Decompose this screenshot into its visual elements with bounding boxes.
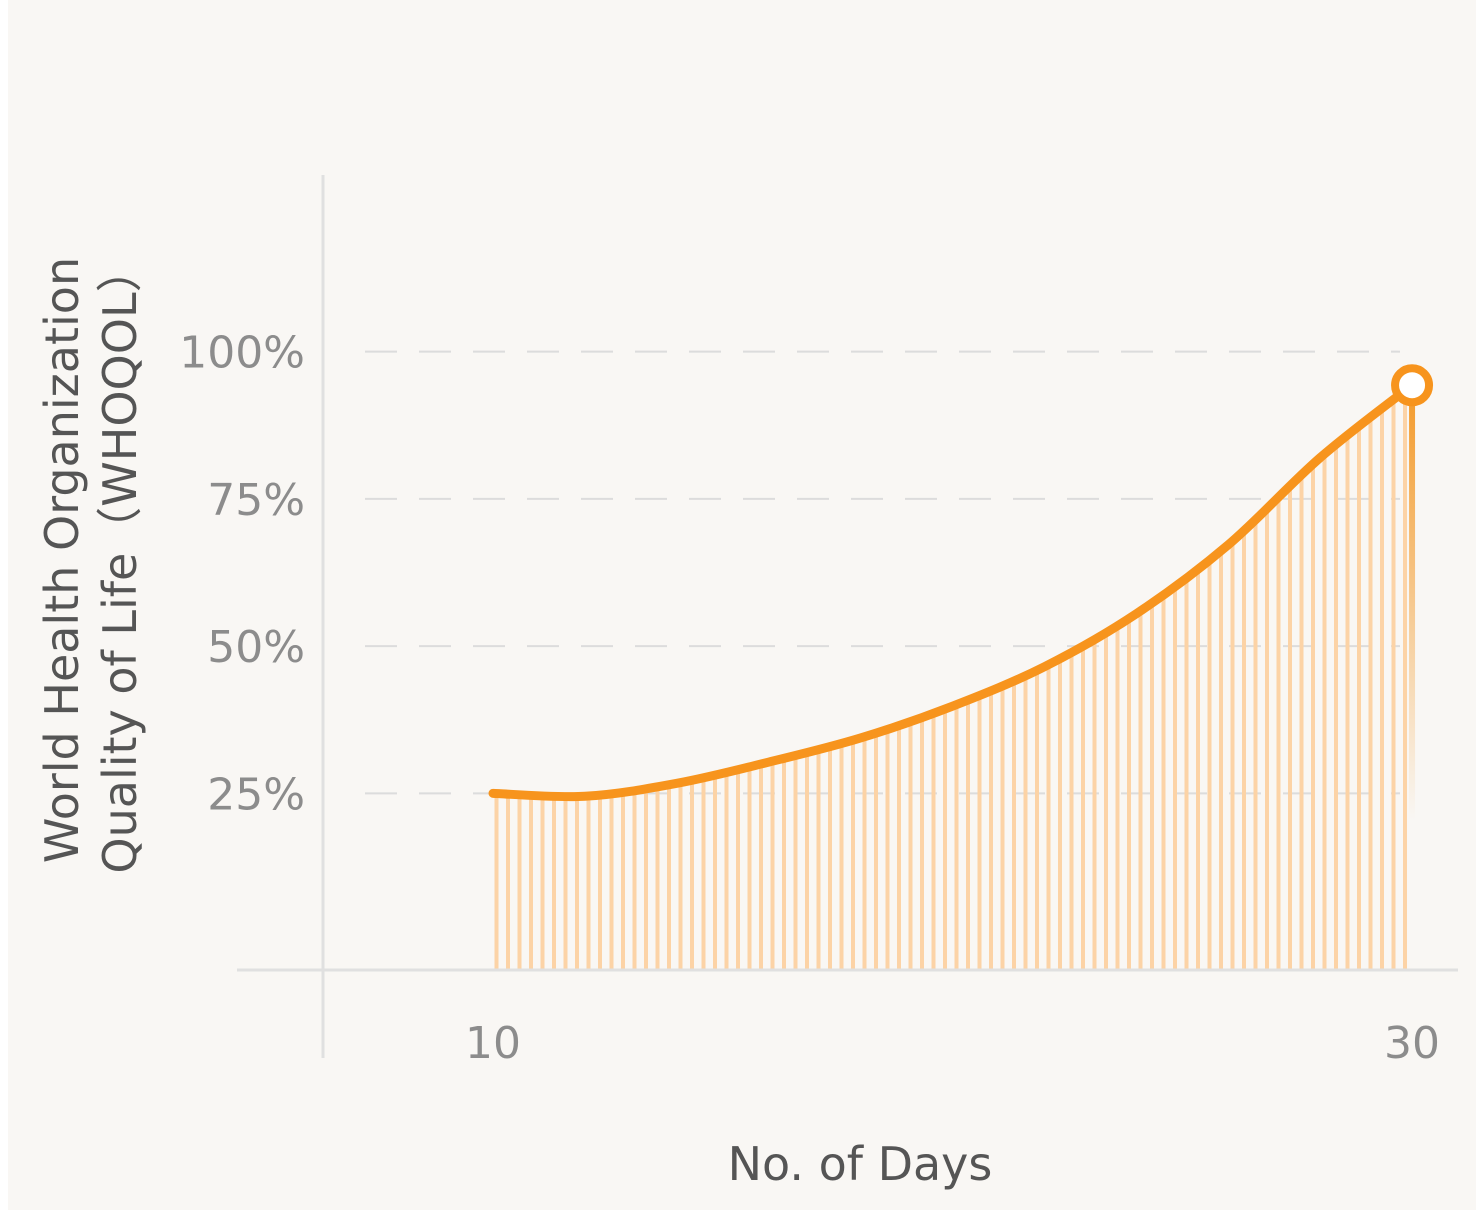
x-axis-title: No. of Days bbox=[728, 1137, 993, 1191]
y-axis-title-line: Quality of Life（WHOQOL） bbox=[93, 246, 147, 873]
x-tick-label: 10 bbox=[465, 1018, 521, 1069]
ticks: 25% 50% 75% 100% 10 30 bbox=[179, 328, 1440, 1069]
x-tick-label: 30 bbox=[1384, 1018, 1440, 1069]
y-axis-title: World Health Organization Quality of Lif… bbox=[35, 246, 147, 873]
plot bbox=[488, 364, 1434, 970]
end-marker bbox=[1391, 364, 1434, 407]
drop-line bbox=[1409, 385, 1416, 820]
area-fill bbox=[493, 385, 1413, 970]
y-axis-title-line: World Health Organization bbox=[35, 257, 89, 863]
line bbox=[488, 380, 1417, 802]
y-tick-label: 50% bbox=[207, 622, 305, 673]
y-tick-label: 100% bbox=[179, 328, 305, 379]
y-tick-label: 25% bbox=[207, 769, 305, 820]
y-tick-label: 75% bbox=[207, 475, 305, 526]
